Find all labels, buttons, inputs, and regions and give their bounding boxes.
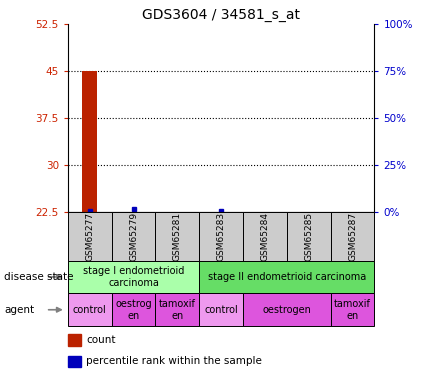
Bar: [199, 261, 374, 293]
Bar: [112, 293, 155, 326]
Title: GDS3604 / 34581_s_at: GDS3604 / 34581_s_at: [142, 8, 300, 22]
Text: disease state: disease state: [4, 272, 74, 282]
Bar: [68, 212, 112, 261]
Bar: [287, 212, 331, 261]
Bar: [68, 261, 199, 293]
Bar: [112, 212, 155, 261]
Text: control: control: [204, 305, 238, 315]
Text: GSM65285: GSM65285: [304, 211, 313, 261]
Bar: [68, 356, 81, 367]
Text: stage I endometrioid
carcinoma: stage I endometrioid carcinoma: [83, 266, 184, 288]
Text: tamoxif
en: tamoxif en: [334, 299, 371, 321]
Text: GSM65287: GSM65287: [348, 211, 357, 261]
Text: GSM65281: GSM65281: [173, 211, 182, 261]
Text: count: count: [86, 335, 116, 345]
Text: agent: agent: [4, 305, 35, 315]
Text: stage II endometrioid carcinoma: stage II endometrioid carcinoma: [208, 272, 366, 282]
Text: oestrogen: oestrogen: [262, 305, 311, 315]
Bar: [155, 212, 199, 261]
Bar: [82, 71, 97, 212]
Text: tamoxif
en: tamoxif en: [159, 299, 196, 321]
Bar: [199, 212, 243, 261]
Bar: [243, 212, 287, 261]
Text: GSM65279: GSM65279: [129, 211, 138, 261]
Text: GSM65277: GSM65277: [85, 211, 94, 261]
Text: oestrog
en: oestrog en: [115, 299, 152, 321]
Text: GSM65284: GSM65284: [261, 212, 269, 261]
Bar: [331, 293, 374, 326]
Bar: [68, 334, 81, 346]
Text: GSM65283: GSM65283: [217, 211, 226, 261]
Bar: [199, 293, 243, 326]
Bar: [155, 293, 199, 326]
Bar: [331, 212, 374, 261]
Text: percentile rank within the sample: percentile rank within the sample: [86, 356, 262, 366]
Text: control: control: [73, 305, 107, 315]
Bar: [68, 293, 112, 326]
Bar: [243, 293, 331, 326]
